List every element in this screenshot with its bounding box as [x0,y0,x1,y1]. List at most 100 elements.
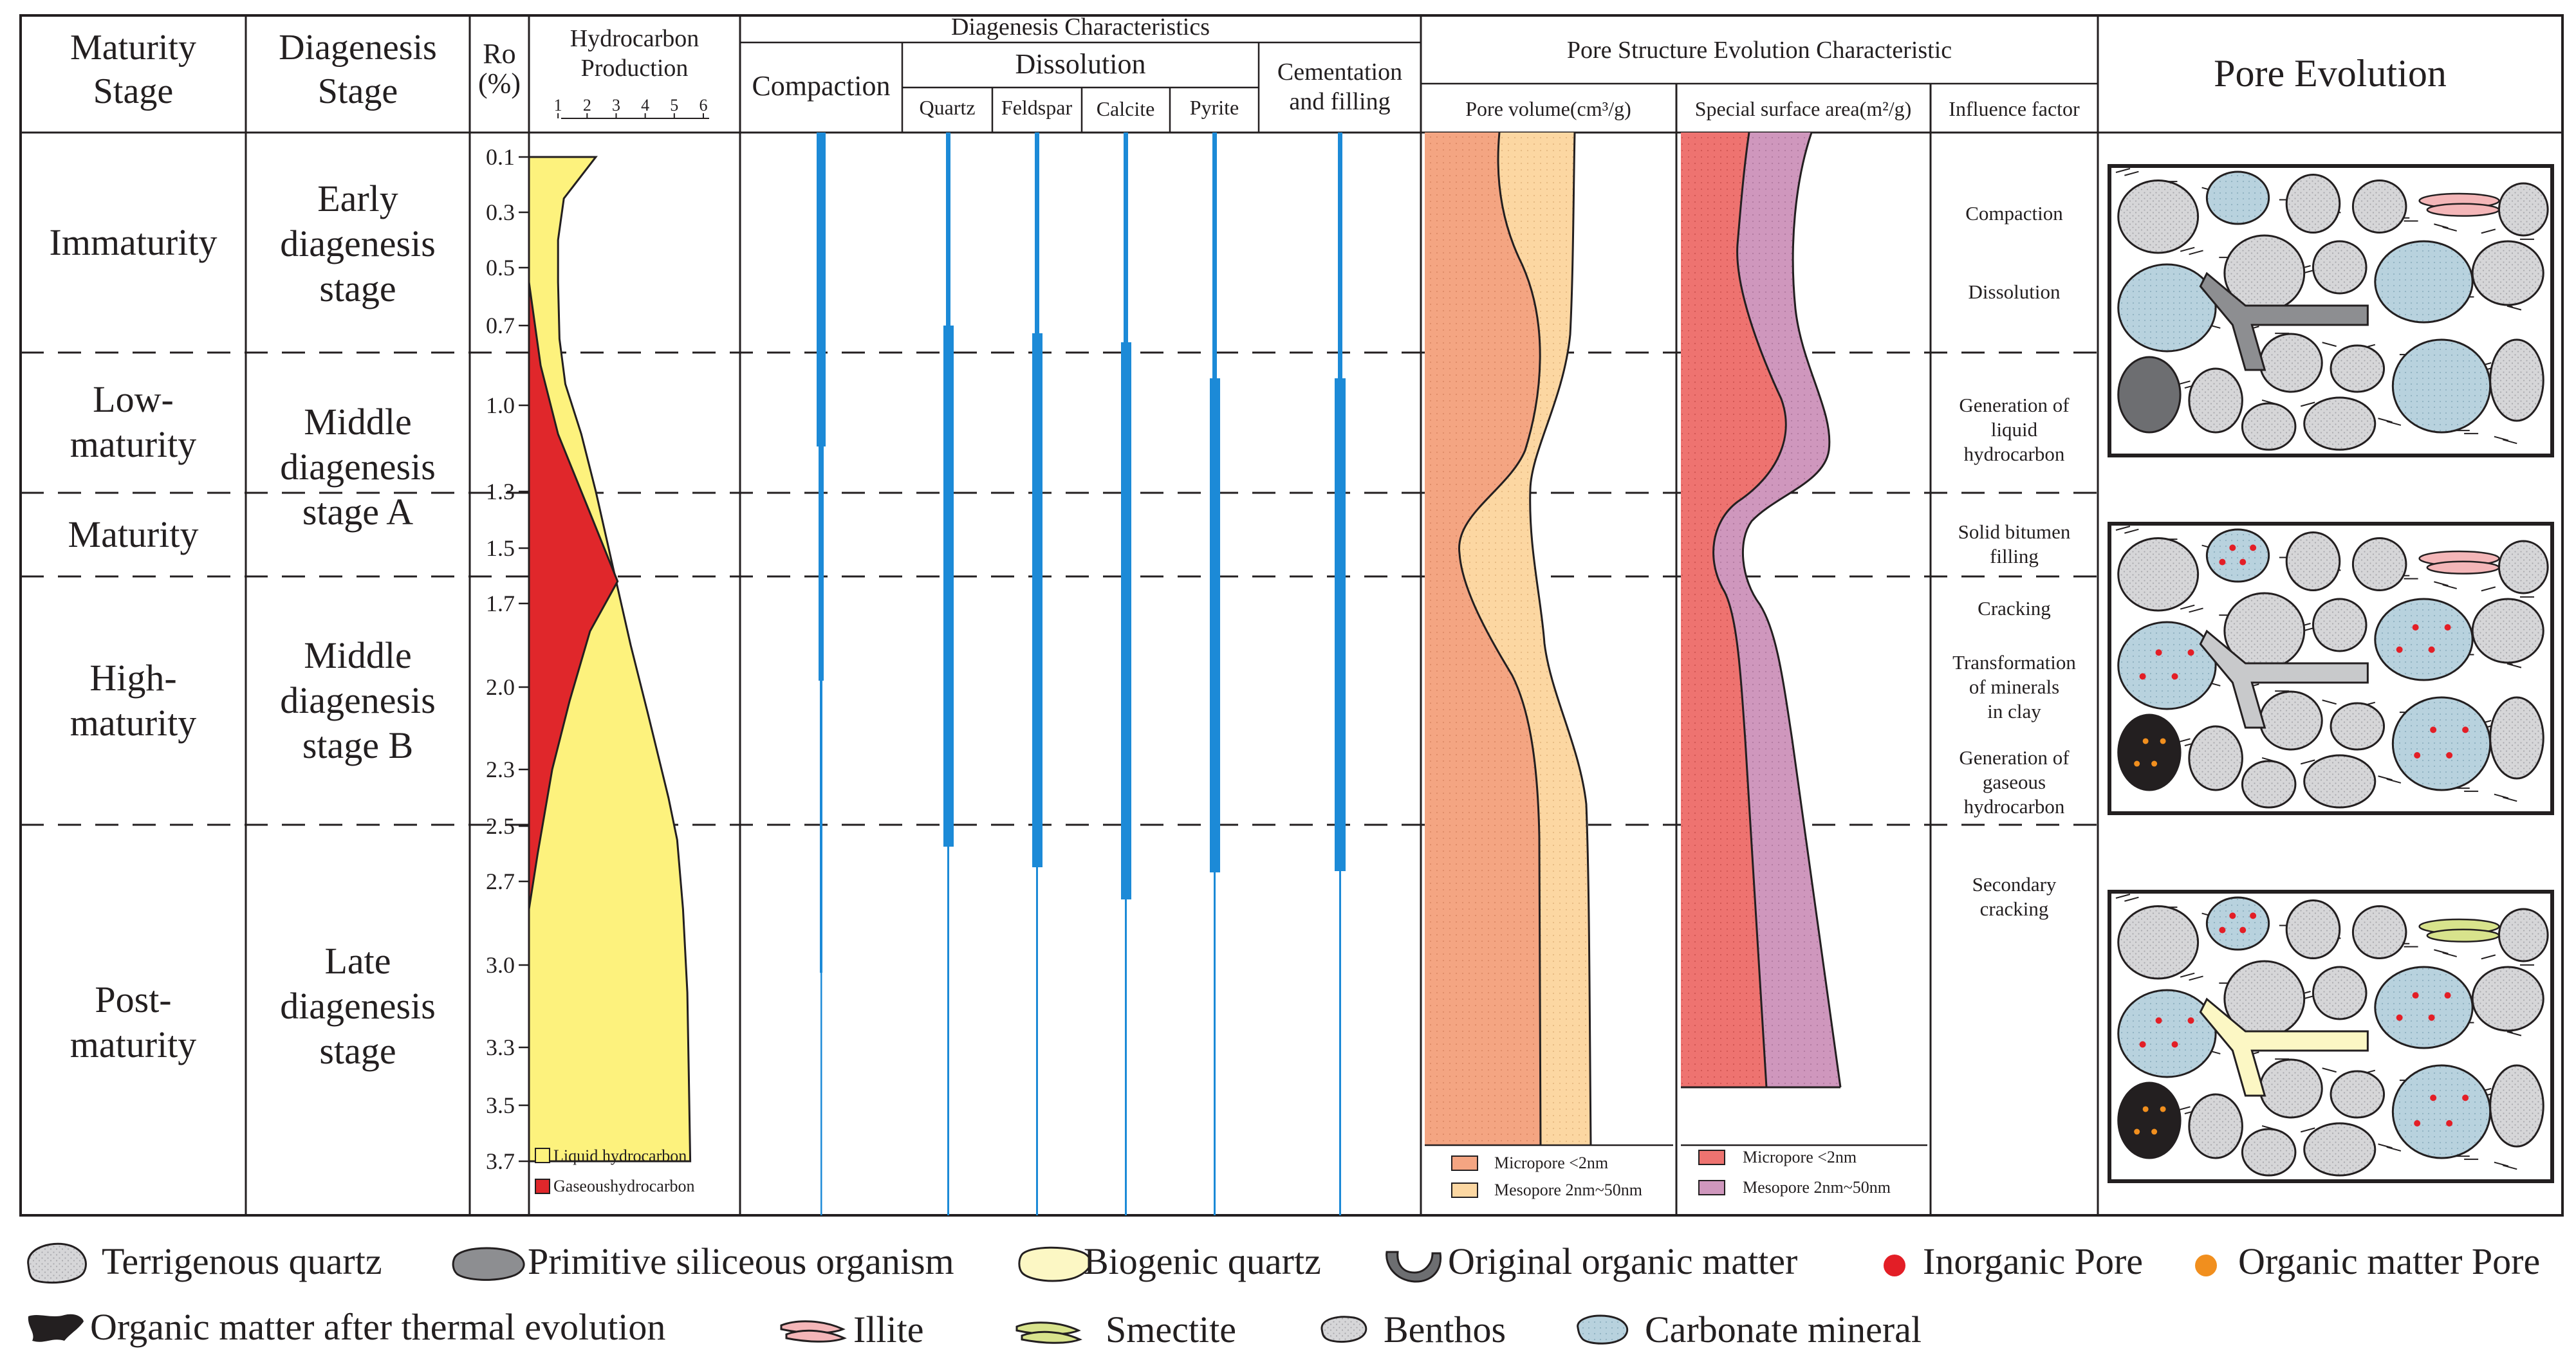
matrix-fabric [2300,759,2315,765]
ro-tick-label: 1.7 [486,591,515,616]
header-surface-area: Special surface area(m²/g) [1695,97,1912,120]
legend-carbonate-mineral: Carbonate mineral [1577,1309,1922,1350]
svg-text:Inorganic Pore: Inorganic Pore [1923,1240,2143,1282]
maturity-stage-2-line-1: Low- [93,378,174,420]
carbonate-mineral-grain [2391,1064,2492,1159]
inorganic-pore [2446,1120,2453,1127]
matrix-fabric [2322,699,2337,705]
legend-organic-matter-pore: Organic matter Pore [2195,1240,2540,1282]
ro-tick-label: 1.0 [486,392,515,418]
pore-volume-chart: Micropore <2nm Mesopore 2nm~50nm [1425,132,1673,1199]
matrix-fabric [2115,894,2131,899]
influence-factor-6-line-1: Transformation [1952,651,2076,674]
matrix-fabric [2322,342,2337,347]
header-maturity-stage-2: Stage [93,71,173,111]
header-dissolution: Dissolution [1015,48,1146,80]
header-quartz: Quartz [919,96,975,119]
matrix-fabric [2507,1031,2522,1036]
header-diagenesis-stage-2: Stage [318,71,398,111]
header-influence-factor: Influence factor [1949,97,2080,120]
pv-legend-micro-label: Micropore <2nm [1494,1154,1608,1172]
header-cementation-2: and filling [1289,88,1390,115]
terrigenous-quartz-grain [2351,537,2407,591]
legend-benthos: Benthos [1320,1309,1506,1350]
matrix-fabric [2378,1143,2393,1149]
quartz-dissolution-bar [943,133,954,1215]
terrigenous-quartz-grain [2489,338,2544,422]
sa-legend-micro-label: Micropore <2nm [1743,1148,1857,1166]
inorganic-pore [2171,1041,2178,1048]
inorganic-pore [2428,1014,2435,1021]
smectite-flake [2426,928,2500,943]
terrigenous-quartz-grain [2241,760,2297,809]
inorganic-pore [2239,926,2247,934]
sa-legend-meso-label: Mesopore 2nm~50nm [1743,1178,1891,1197]
production-scale-label: 4 [641,96,649,115]
inorganic-pore [2444,992,2451,999]
header-pore-evolution: Pore Evolution [2214,52,2447,95]
surface-area-micropore [1681,133,1786,1087]
maturity-stage-3-line-1: Maturity [68,513,199,555]
legend-smectite: Smectite [1015,1309,1236,1350]
inorganic-pore [2430,726,2437,733]
header-pyrite: Pyrite [1190,96,1239,119]
siliceous-organism-grain [2199,629,2369,729]
thermal-organic-matter [2117,713,2182,791]
inorganic-pore [2187,1017,2194,1024]
legend-inorganic-pore: Inorganic Pore [1884,1240,2143,1282]
organic-matter-grain [2117,356,2182,434]
terrigenous-quartz-grain [2241,1128,2297,1177]
ro-tick-label: 2.7 [486,869,515,894]
pore-evolution-panel-3 [2108,890,2554,1183]
inorganic-pore [2239,558,2247,566]
ro-axis: 0.1 0.3 0.5 0.7 1.0 1.3 1.5 1.7 2.0 2.3 2.5 2.7 3.0 3… [486,133,530,1215]
influence-factor-7-line-2: gaseous [1983,771,2046,793]
surface-area-chart: Micropore <2nm Mesopore 2nm~50nm [1681,132,1927,1197]
influence-factor-3-line-1: Generation of [1959,394,2070,416]
terrigenous-quartz-grain [2188,367,2243,434]
diagenesis-stage-3-line-2: diagenesis [280,679,436,721]
carbonate-mineral-grain [2374,598,2474,681]
maturity-stage-5-line-1: Post- [95,979,171,1020]
illite-flake [2426,560,2500,575]
matrix-fabric [2115,168,2131,173]
header-ro-2: (%) [478,68,521,99]
svg-text:Organic matter after thermal e: Organic matter after thermal evolution [90,1306,665,1348]
terrigenous-quartz-grain [2497,540,2549,594]
ro-tick-label: 2.3 [486,757,515,782]
header-pore-volume: Pore volume(cm³/g) [1465,97,1631,120]
matrix-fabric [2115,526,2131,531]
inorganic-pore [2428,646,2435,653]
header-diagenesis-stage-1: Diagenesis [279,28,437,68]
inorganic-pore [2430,1094,2437,1101]
inorganic-pore [2396,1014,2403,1021]
terrigenous-quartz-grain [2489,1064,2544,1148]
matrix-fabric [2442,952,2457,957]
influence-factor-3-line-2: liquid [1991,418,2038,441]
matrix-fabric [2300,401,2315,407]
gaseous-hydrocarbon-area [528,282,619,910]
matrix-fabric [2434,581,2449,587]
inorganic-pore [2412,624,2419,631]
matrix-fabric [2189,975,2203,981]
matrix-fabric [2180,246,2195,252]
header-cementation-1: Cementation [1277,59,1402,86]
terrigenous-quartz-grain [2471,598,2544,664]
pore-volume-mesopore [1459,133,1591,1145]
influence-factor-3-line-3: hydrocarbon [1964,443,2065,465]
legend-primitive-siliceous-organism: Primitive siliceous organism [452,1240,954,1282]
terrigenous-quartz-grain [2330,1070,2386,1119]
inorganic-pore [2444,624,2451,631]
inorganic-pore [2219,926,2226,934]
ro-tick-label: 3.0 [486,952,515,978]
svg-text:Illite: Illite [853,1309,924,1350]
diagenesis-stage-2-line-1: Middle [304,401,412,443]
organic-matter-pore [2160,738,2166,744]
terrigenous-quartz-grain [2259,690,2323,751]
inorganic-pore [2250,912,2257,919]
legend-liquid-swatch [535,1148,550,1163]
matrix-fabric [2442,226,2457,232]
terrigenous-quartz-grain [2303,754,2377,809]
terrigenous-quartz-grain [2285,531,2341,591]
